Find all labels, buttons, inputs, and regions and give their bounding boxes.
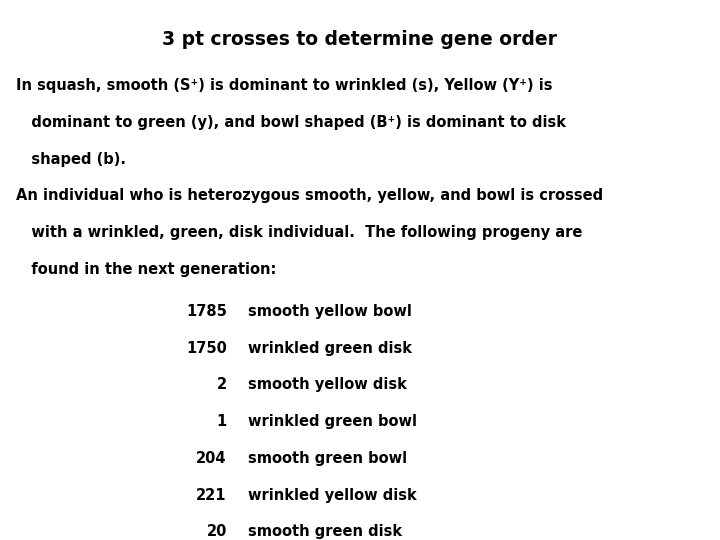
Text: 1: 1 (217, 414, 227, 429)
Text: An individual who is heterozygous smooth, yellow, and bowl is crossed: An individual who is heterozygous smooth… (16, 188, 603, 204)
Text: 221: 221 (197, 488, 227, 503)
Text: with a wrinkled, green, disk individual.  The following progeny are: with a wrinkled, green, disk individual.… (16, 225, 582, 240)
Text: 1750: 1750 (186, 341, 227, 356)
Text: smooth green bowl: smooth green bowl (248, 451, 408, 466)
Text: 1785: 1785 (186, 304, 227, 319)
Text: smooth green disk: smooth green disk (248, 524, 402, 539)
Text: wrinkled green disk: wrinkled green disk (248, 341, 413, 356)
Text: shaped (b).: shaped (b). (16, 152, 126, 167)
Text: 20: 20 (207, 524, 227, 539)
Text: smooth yellow bowl: smooth yellow bowl (248, 304, 413, 319)
Text: dominant to green (y), and bowl shaped (B⁺) is dominant to disk: dominant to green (y), and bowl shaped (… (16, 115, 566, 130)
Text: wrinkled yellow disk: wrinkled yellow disk (248, 488, 417, 503)
Text: In squash, smooth (S⁺) is dominant to wrinkled (s), Yellow (Y⁺) is: In squash, smooth (S⁺) is dominant to wr… (16, 78, 552, 93)
Text: 204: 204 (197, 451, 227, 466)
Text: smooth yellow disk: smooth yellow disk (248, 377, 408, 393)
Text: wrinkled green bowl: wrinkled green bowl (248, 414, 418, 429)
Text: found in the next generation:: found in the next generation: (16, 262, 276, 277)
Text: 2: 2 (217, 377, 227, 393)
Text: 3 pt crosses to determine gene order: 3 pt crosses to determine gene order (163, 30, 557, 49)
